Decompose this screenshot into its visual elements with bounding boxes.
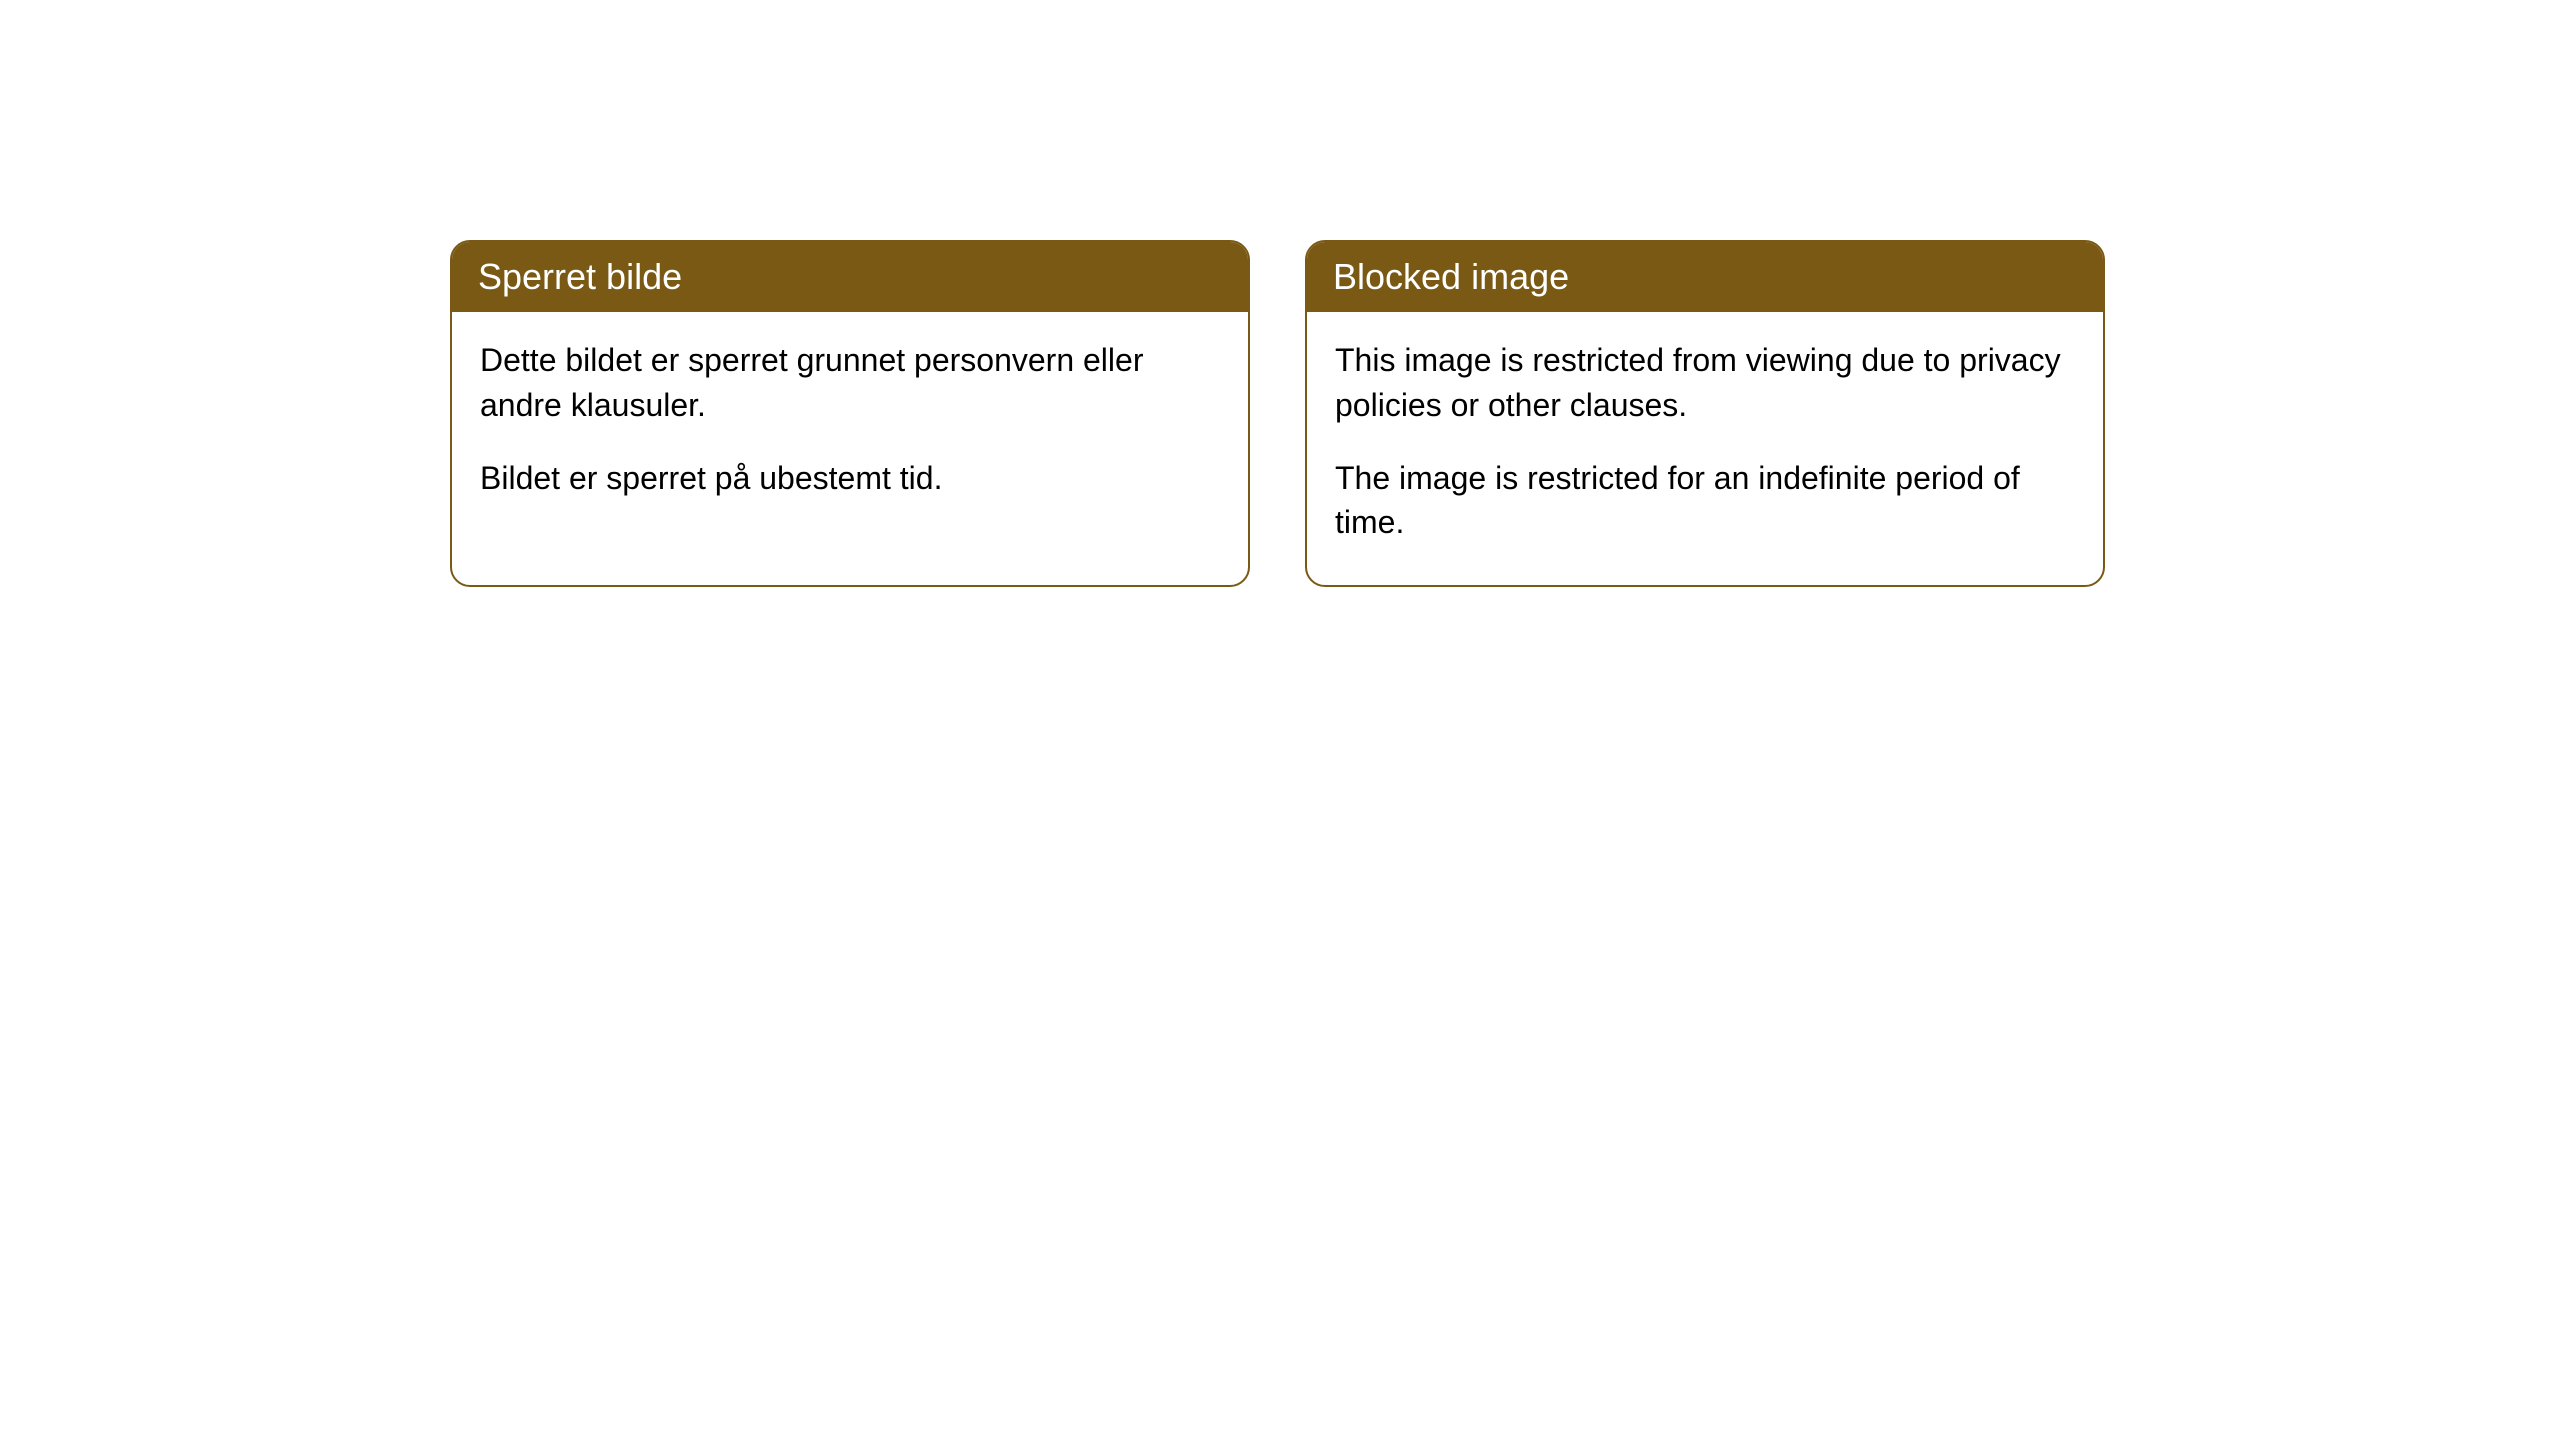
notice-card-norwegian: Sperret bilde Dette bildet er sperret gr… xyxy=(450,240,1250,587)
card-paragraph: Bildet er sperret på ubestemt tid. xyxy=(480,456,1220,501)
card-body: Dette bildet er sperret grunnet personve… xyxy=(452,312,1248,540)
notice-cards-container: Sperret bilde Dette bildet er sperret gr… xyxy=(450,240,2560,587)
card-paragraph: The image is restricted for an indefinit… xyxy=(1335,456,2075,546)
notice-card-english: Blocked image This image is restricted f… xyxy=(1305,240,2105,587)
card-header: Blocked image xyxy=(1307,242,2103,312)
card-body: This image is restricted from viewing du… xyxy=(1307,312,2103,585)
card-header: Sperret bilde xyxy=(452,242,1248,312)
card-paragraph: This image is restricted from viewing du… xyxy=(1335,338,2075,428)
card-paragraph: Dette bildet er sperret grunnet personve… xyxy=(480,338,1220,428)
